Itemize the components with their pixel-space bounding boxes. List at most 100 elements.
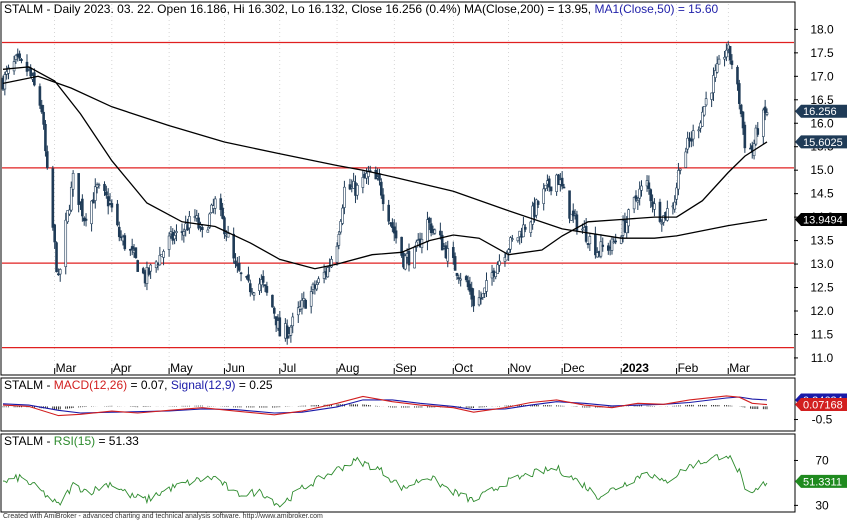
candle-body bbox=[511, 238, 514, 240]
candle-body bbox=[632, 197, 636, 210]
candle-body bbox=[743, 124, 747, 149]
candle-body bbox=[90, 200, 93, 225]
candle-body bbox=[219, 198, 223, 210]
candle-body bbox=[261, 275, 265, 283]
candle-body bbox=[690, 138, 693, 142]
y-tick-label: 70 bbox=[815, 453, 829, 467]
candle-body bbox=[92, 199, 95, 204]
candle-body bbox=[562, 186, 566, 189]
x-tick-label: Jul bbox=[281, 361, 296, 375]
candle-body bbox=[481, 293, 485, 298]
candle-body bbox=[522, 224, 525, 238]
candle-body bbox=[223, 217, 226, 235]
candle-body bbox=[468, 283, 472, 292]
x-axis: Mar Apr May Jun Jul Aug Sep Oct Nov Dec 2023 Feb Mar bbox=[54, 361, 750, 375]
candle-body bbox=[272, 307, 276, 314]
y-tick-label: -0.5 bbox=[812, 413, 833, 427]
x-tick-label: Jun bbox=[225, 361, 244, 375]
candle-body bbox=[691, 130, 695, 140]
candle-body bbox=[710, 92, 713, 100]
rsi-layer bbox=[2, 454, 768, 508]
candle-body bbox=[701, 111, 704, 127]
candle-body bbox=[302, 298, 306, 301]
y-tick-label: 12.5 bbox=[810, 281, 834, 295]
value-tag-box bbox=[795, 135, 847, 149]
candle-body bbox=[239, 272, 243, 275]
y-tick-label: 11.0 bbox=[811, 351, 834, 365]
candle-body bbox=[326, 267, 330, 278]
candle-body bbox=[234, 260, 237, 265]
candle-body bbox=[213, 198, 217, 209]
candle-body bbox=[278, 317, 282, 337]
candle-body bbox=[754, 127, 758, 145]
macd-title-prefix: STALM - bbox=[4, 378, 54, 392]
candle-body bbox=[247, 274, 250, 281]
candle-body bbox=[601, 244, 605, 247]
candle-body bbox=[403, 255, 407, 270]
candle-body bbox=[44, 123, 47, 152]
candle-body bbox=[391, 222, 394, 228]
candle-body bbox=[415, 241, 418, 248]
candle-body bbox=[549, 186, 553, 192]
y-tick-label: 16.5 bbox=[810, 93, 834, 107]
candle-body bbox=[658, 201, 662, 222]
x-tick-label: Feb bbox=[678, 361, 699, 375]
candle-body bbox=[678, 168, 682, 171]
candle-body bbox=[649, 189, 653, 202]
price-layer bbox=[1, 4, 794, 372]
candle-body bbox=[167, 235, 171, 250]
y-tick-label: 11.5 bbox=[811, 327, 834, 341]
candle-body bbox=[271, 294, 274, 308]
candle-body bbox=[105, 191, 108, 196]
candle-body bbox=[300, 300, 304, 310]
candle-body bbox=[547, 178, 551, 188]
candle-body bbox=[485, 280, 488, 292]
candle-body bbox=[356, 184, 359, 196]
candle-body bbox=[588, 236, 592, 245]
candle-body bbox=[367, 171, 370, 177]
candle-body bbox=[464, 276, 468, 281]
candle-body bbox=[477, 297, 481, 306]
candle-body bbox=[741, 111, 745, 129]
x-tick-label: May bbox=[170, 361, 193, 375]
candle-body bbox=[728, 46, 732, 61]
candle-body bbox=[736, 66, 739, 85]
candle-body bbox=[42, 111, 45, 125]
candle-body bbox=[337, 234, 341, 246]
candle-body bbox=[258, 283, 261, 291]
candle-body bbox=[108, 200, 112, 204]
candle-body bbox=[765, 112, 769, 115]
candle-body bbox=[619, 236, 623, 244]
candle-body bbox=[33, 72, 36, 86]
candle-body bbox=[341, 207, 344, 224]
candle-body bbox=[18, 53, 21, 59]
candle-body bbox=[394, 230, 398, 239]
candle-body bbox=[116, 203, 119, 226]
candle-body bbox=[374, 169, 378, 180]
x-tick-label: Oct bbox=[454, 361, 473, 375]
candle-body bbox=[134, 247, 138, 258]
candle-body bbox=[470, 287, 474, 300]
price-title-main: STALM - Daily 2023. 03. 22. Open 16.186,… bbox=[4, 2, 594, 16]
candle-body bbox=[697, 129, 701, 132]
candle-body bbox=[162, 251, 165, 258]
candle-body bbox=[675, 187, 678, 200]
candle-body bbox=[599, 241, 603, 257]
candle-body bbox=[71, 172, 75, 190]
candle-body bbox=[315, 284, 319, 290]
candle-body bbox=[40, 104, 44, 113]
candle-body bbox=[68, 209, 71, 215]
candle-body bbox=[182, 231, 186, 236]
candle-body bbox=[453, 256, 457, 271]
candle-body bbox=[542, 188, 546, 204]
y-tick-label: 17.5 bbox=[810, 46, 834, 60]
candle-body bbox=[725, 49, 728, 58]
candle-body bbox=[429, 223, 433, 234]
rsi-title-prefix: STALM - bbox=[4, 434, 54, 448]
candle-body bbox=[145, 267, 149, 284]
candle-body bbox=[575, 214, 579, 231]
value-tag-label: 15.6025 bbox=[803, 137, 843, 149]
candle-body bbox=[451, 247, 455, 258]
candle-body bbox=[535, 199, 538, 216]
candle-body bbox=[38, 86, 42, 106]
